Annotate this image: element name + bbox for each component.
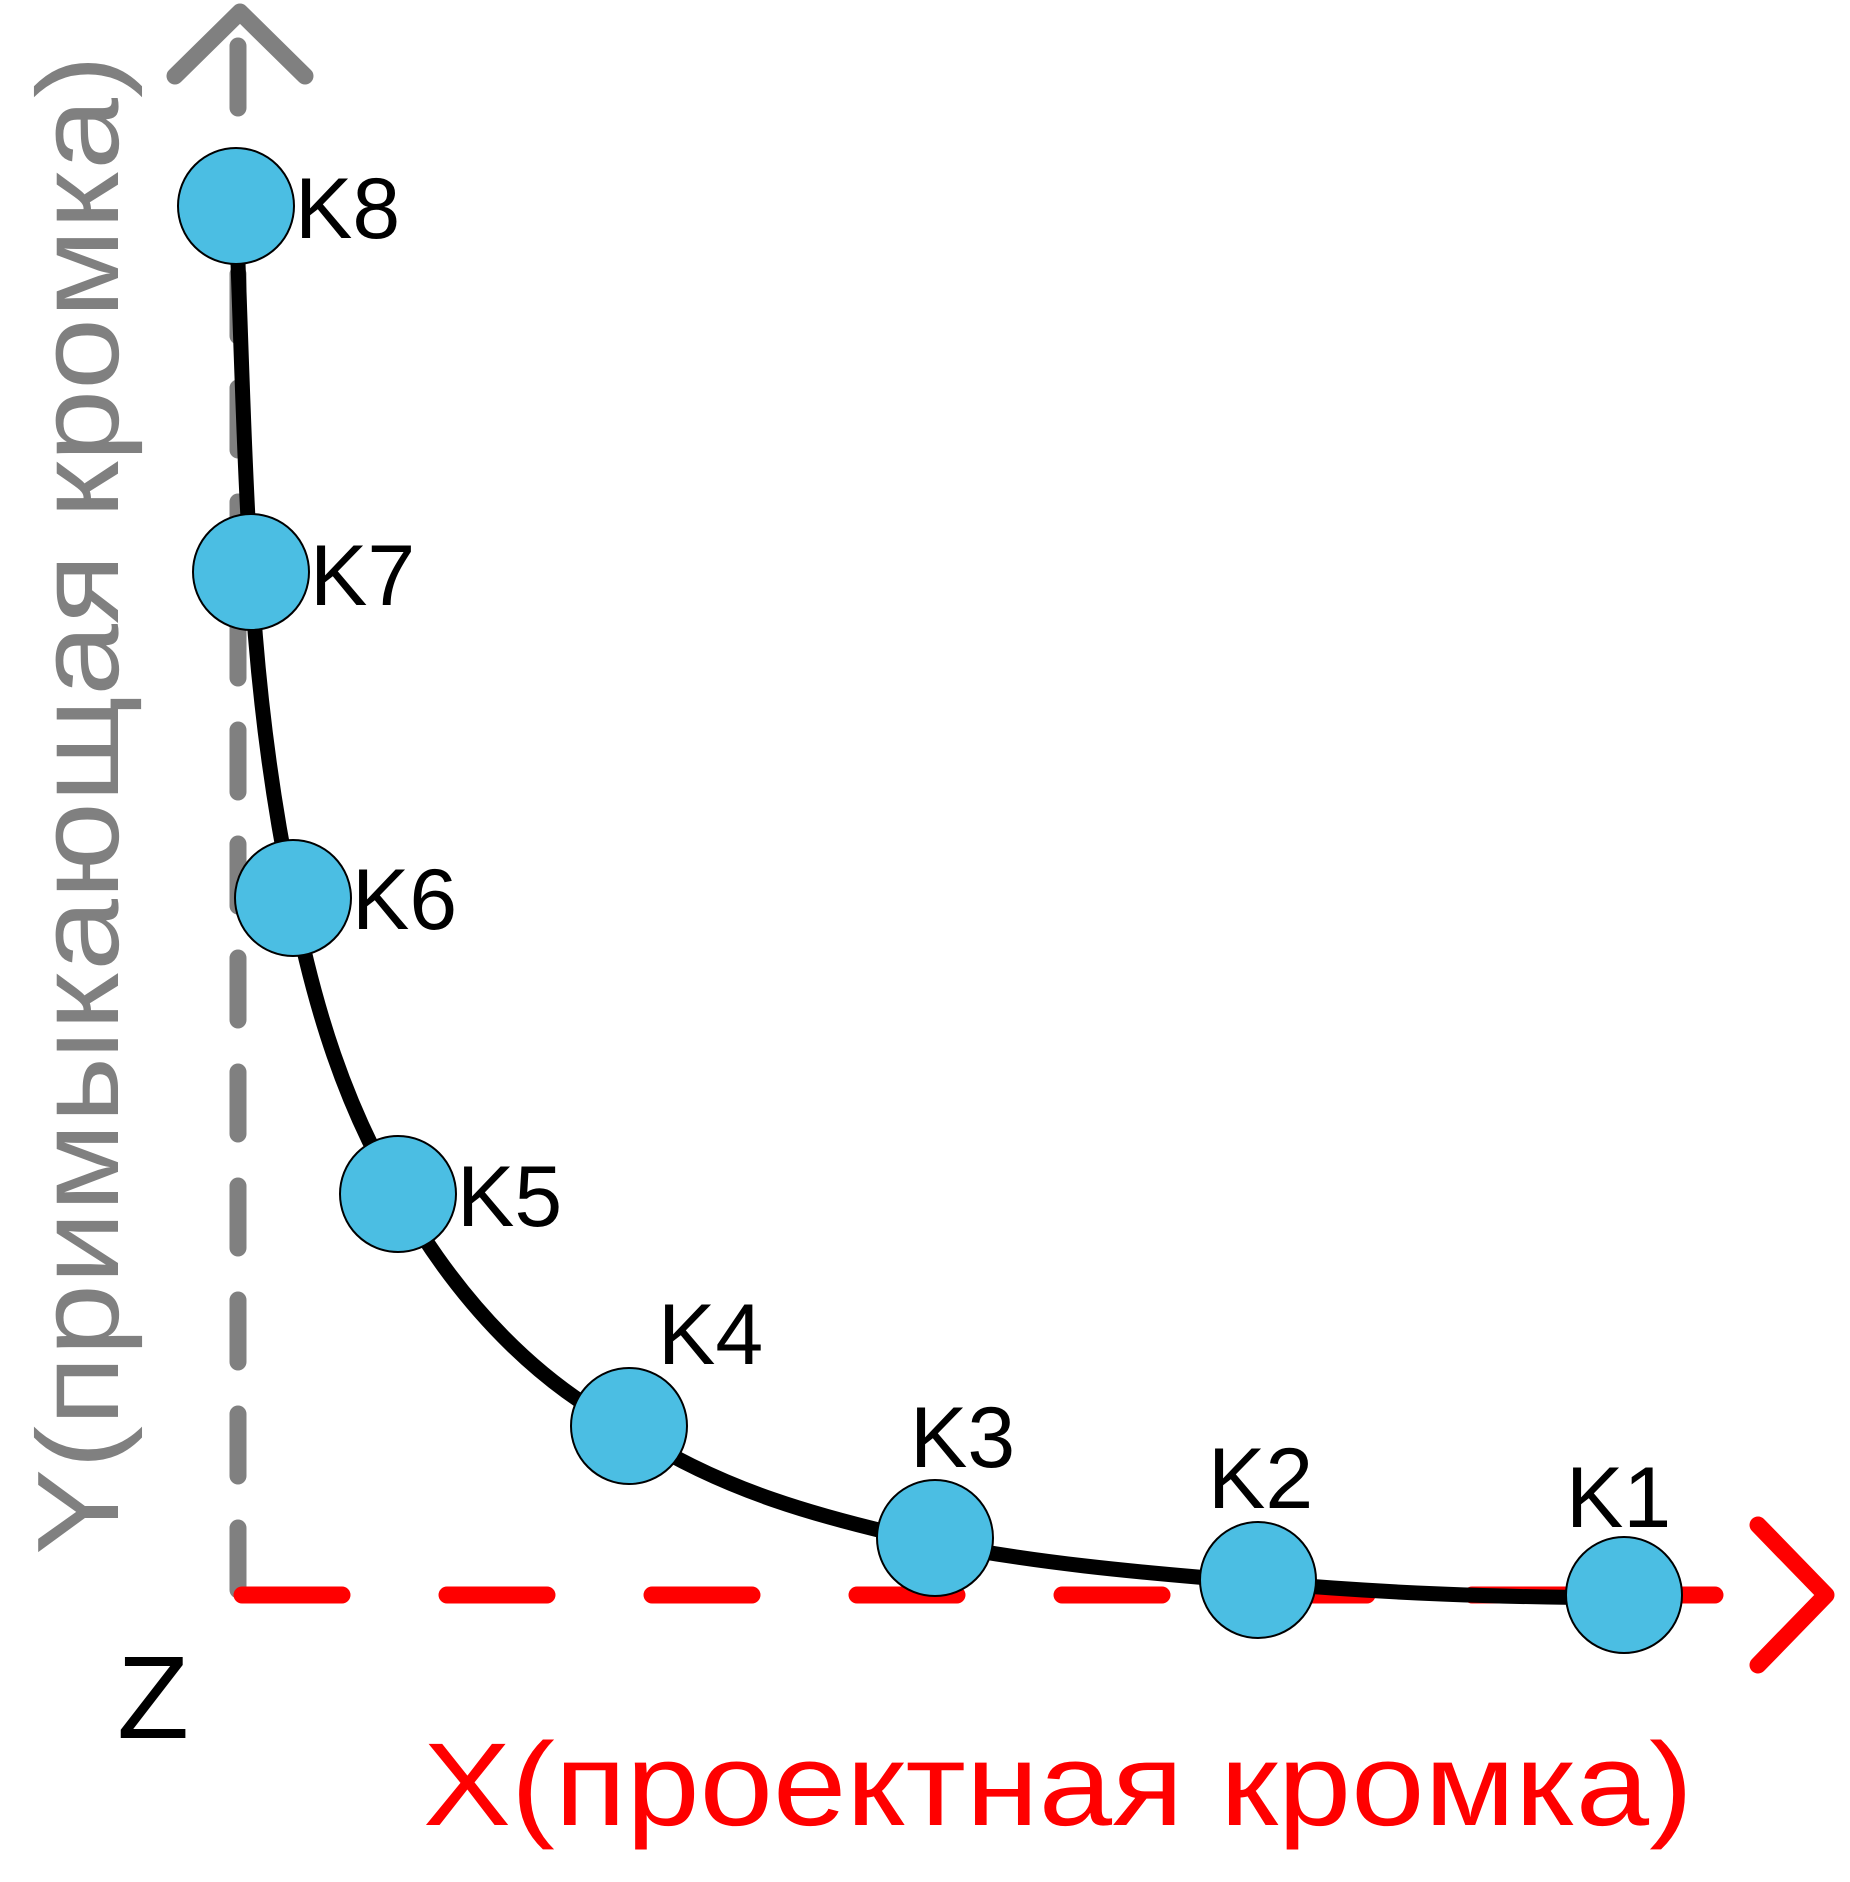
- point-label: K3: [910, 1390, 1015, 1486]
- point-label: K7: [310, 528, 415, 624]
- point-label: K5: [457, 1149, 562, 1245]
- y-axis-arrowhead: [166, 3, 314, 85]
- point-label: K4: [658, 1287, 763, 1383]
- y-axis-title: Y(примыкающая кромка): [13, 55, 143, 1555]
- x-axis-title: X(проектная кромка): [423, 1719, 1693, 1851]
- point-k8: K8: [177, 147, 400, 265]
- point-label: K8: [295, 161, 400, 257]
- x-axis-arrowhead: [1749, 1516, 1835, 1674]
- point-label: K6: [352, 852, 457, 948]
- point-k5: K5: [339, 1135, 562, 1253]
- point-marker: [234, 839, 352, 957]
- point-marker: [876, 1479, 994, 1597]
- point-marker: [192, 513, 310, 631]
- point-k2: K2: [1199, 1431, 1317, 1639]
- point-marker: [1199, 1521, 1317, 1639]
- point-k6: K6: [234, 839, 457, 957]
- point-marker: [570, 1367, 688, 1485]
- point-k3: K3: [876, 1390, 1015, 1597]
- point-k4: K4: [570, 1287, 763, 1485]
- point-marker: [177, 147, 295, 265]
- point-label: K2: [1208, 1431, 1313, 1527]
- point-marker: [339, 1135, 457, 1253]
- point-k7: K7: [192, 513, 415, 631]
- origin-label: Z: [117, 1632, 189, 1764]
- point-k1: K1: [1565, 1450, 1683, 1654]
- point-label: K1: [1566, 1450, 1671, 1546]
- point-marker: [1565, 1536, 1683, 1654]
